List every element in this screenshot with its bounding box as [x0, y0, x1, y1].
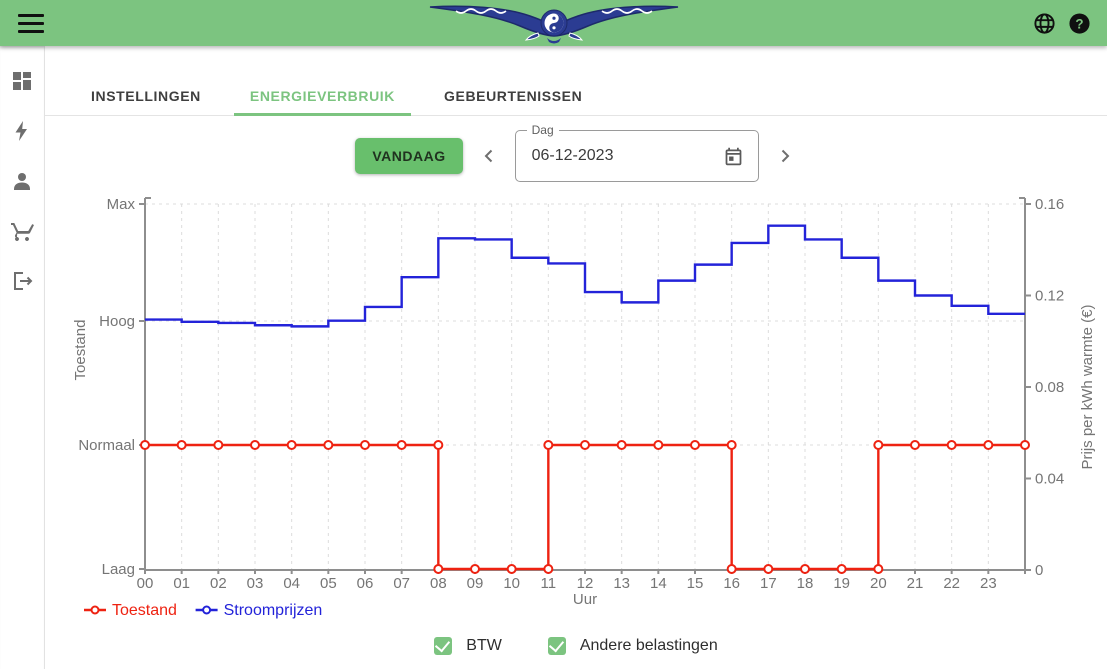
svg-text:Stroomprijzen: Stroomprijzen: [224, 602, 323, 619]
svg-text:Hoog: Hoog: [99, 313, 135, 330]
svg-text:Laag: Laag: [102, 561, 135, 578]
svg-text:03: 03: [247, 575, 264, 592]
andere-belastingen-checkbox[interactable]: Andere belastingen: [547, 637, 718, 655]
svg-text:13: 13: [613, 575, 630, 592]
chart-area: Laag Normaal Hoog Max Toestand 0 0.04 0.08 0.12 0…: [60, 190, 1107, 627]
date-field-label: Dag: [526, 123, 559, 137]
logout-icon[interactable]: [10, 269, 34, 293]
svg-text:02: 02: [210, 575, 227, 592]
chart: Laag Normaal Hoog Max Toestand 0 0.04 0.08 0.12 0…: [72, 196, 1096, 619]
today-button[interactable]: VANDAAG: [355, 138, 463, 174]
svg-text:Toestand: Toestand: [112, 602, 177, 619]
checkbox-checked-icon: [434, 637, 453, 655]
svg-text:21: 21: [907, 575, 924, 592]
dashboard-icon[interactable]: [10, 69, 34, 93]
svg-text:0.04: 0.04: [1035, 471, 1064, 488]
chevron-left-icon[interactable]: [477, 144, 501, 168]
svg-text:19: 19: [833, 575, 850, 592]
main-content: INSTELLINGEN ENERGIEVERBRUIK GEBEURTENIS…: [45, 46, 1107, 669]
person-icon[interactable]: [10, 169, 34, 193]
menu-icon[interactable]: [18, 13, 44, 33]
tab-instellingen[interactable]: INSTELLINGEN: [75, 76, 217, 115]
svg-text:09: 09: [467, 575, 484, 592]
globe-icon[interactable]: [1033, 12, 1056, 35]
svg-text:0.16: 0.16: [1035, 196, 1064, 213]
svg-text:08: 08: [430, 575, 447, 592]
svg-text:?: ?: [1075, 16, 1083, 31]
svg-text:22: 22: [943, 575, 960, 592]
svg-text:05: 05: [320, 575, 337, 592]
top-bar: ?: [0, 0, 1107, 46]
svg-text:20: 20: [870, 575, 887, 592]
tab-bar: INSTELLINGEN ENERGIEVERBRUIK GEBEURTENIS…: [45, 46, 1107, 116]
svg-text:18: 18: [797, 575, 814, 592]
tab-gebeurtenissen[interactable]: GEBEURTENISSEN: [428, 76, 598, 115]
svg-text:0: 0: [1035, 562, 1043, 579]
svg-text:Normaal: Normaal: [78, 437, 135, 454]
svg-text:Uur: Uur: [573, 591, 597, 608]
svg-text:15: 15: [687, 575, 704, 592]
svg-text:01: 01: [173, 575, 190, 592]
svg-text:16: 16: [723, 575, 740, 592]
tax-filters: BTW Andere belastingen: [45, 637, 1107, 655]
svg-text:10: 10: [503, 575, 520, 592]
sidebar: [0, 46, 45, 669]
bolt-icon[interactable]: [10, 119, 34, 143]
tab-energieverbruik[interactable]: ENERGIEVERBRUIK: [233, 76, 412, 116]
svg-text:Prijs per kWh warmte (€): Prijs per kWh warmte (€): [1079, 304, 1096, 469]
svg-text:11: 11: [541, 575, 557, 592]
phoenix-yin-yang-logo: [426, 2, 682, 49]
svg-text:07: 07: [393, 575, 410, 592]
date-controls: VANDAAG Dag 06-12-2023: [45, 123, 1107, 182]
btw-checkbox[interactable]: BTW: [434, 637, 502, 655]
svg-text:0.12: 0.12: [1035, 288, 1064, 305]
svg-text:23: 23: [980, 575, 997, 592]
chevron-right-icon[interactable]: [773, 144, 797, 168]
svg-text:Max: Max: [107, 196, 136, 213]
svg-text:0.08: 0.08: [1035, 379, 1064, 396]
date-value: 06-12-2023: [531, 147, 614, 164]
checkbox-checked-icon: [547, 637, 566, 655]
svg-text:12: 12: [577, 575, 594, 592]
svg-text:14: 14: [650, 575, 667, 592]
help-icon[interactable]: ?: [1068, 12, 1091, 35]
svg-text:04: 04: [283, 575, 300, 592]
svg-text:Toestand: Toestand: [72, 320, 89, 381]
cart-icon[interactable]: [10, 219, 34, 243]
btw-label: BTW: [466, 637, 502, 654]
date-field[interactable]: Dag 06-12-2023: [514, 123, 759, 182]
svg-text:17: 17: [760, 575, 777, 592]
svg-text:00: 00: [137, 575, 154, 592]
svg-text:06: 06: [357, 575, 374, 592]
calendar-icon[interactable]: [723, 146, 744, 167]
andere-belastingen-label: Andere belastingen: [579, 637, 718, 654]
